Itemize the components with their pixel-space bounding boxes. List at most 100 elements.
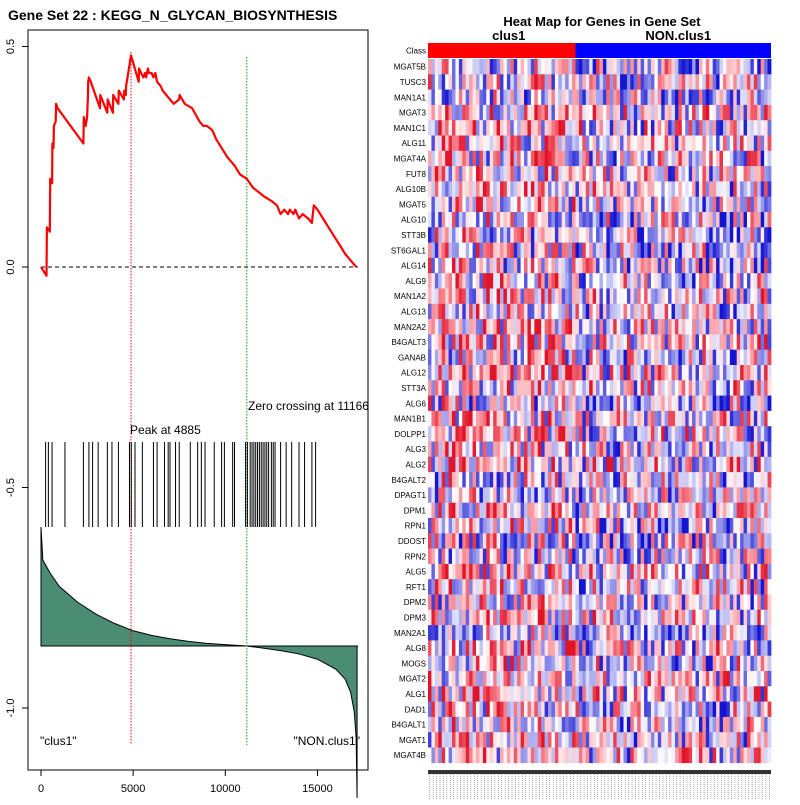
heatmap-cell	[685, 701, 690, 718]
heatmap-cell	[489, 579, 494, 595]
heatmap-cell	[709, 395, 714, 412]
heatmap-cell	[630, 166, 635, 182]
heatmap-cell	[489, 365, 494, 381]
heatmap-cell	[633, 212, 638, 228]
heatmap-cell	[506, 74, 511, 90]
heatmap-cell	[736, 196, 741, 213]
heatmap-cell	[654, 303, 659, 320]
heatmap-cell	[729, 74, 734, 90]
heatmap-cell	[705, 609, 710, 626]
heatmap-cell	[716, 456, 720, 473]
heatmap-cell	[650, 594, 655, 611]
heatmap-cell	[719, 502, 724, 519]
heatmap-cell	[743, 671, 748, 687]
heatmap-cell	[431, 732, 436, 748]
heatmap-cell	[554, 365, 559, 381]
heatmap-cell	[760, 548, 765, 565]
heatmap-cell	[482, 104, 487, 121]
heatmap-cell	[736, 747, 741, 764]
heatmap-cell	[503, 257, 508, 274]
heatmap-cell	[596, 518, 600, 534]
heatmap-cell	[764, 732, 768, 748]
heatmap-cell	[438, 625, 443, 641]
heatmap-cell	[527, 120, 532, 136]
heatmap-cell	[647, 334, 652, 350]
heatmap-cell	[596, 563, 600, 580]
heatmap-cell	[428, 334, 432, 350]
heatmap-cell	[489, 380, 494, 396]
heatmap-cell	[692, 563, 696, 580]
heatmap-cell	[544, 502, 549, 519]
heatmap-cell	[719, 150, 724, 167]
heatmap-cell	[599, 533, 604, 549]
heatmap-cell	[530, 135, 535, 152]
heatmap-cell	[640, 640, 645, 656]
heatmap-cell	[637, 227, 642, 243]
heatmap-cell	[760, 747, 765, 764]
heatmap-cell	[685, 472, 690, 488]
heatmap-cell	[767, 410, 772, 427]
heatmap-cell	[541, 625, 546, 641]
gene-row-label: ALG1	[406, 690, 427, 699]
heatmap-cell	[575, 395, 580, 412]
heatmap-cell	[616, 625, 621, 641]
heatmap-cell	[606, 273, 611, 289]
heatmap-cell	[606, 456, 611, 473]
heatmap-cell	[702, 747, 707, 764]
heatmap-cell	[654, 319, 659, 335]
heatmap-cell	[524, 686, 528, 702]
heatmap-cell	[606, 212, 611, 228]
heatmap-cell	[438, 441, 443, 458]
heatmap-cell	[678, 686, 683, 702]
heatmap-cell	[688, 288, 693, 305]
heatmap-cell	[757, 502, 762, 519]
heatmap-cell	[541, 487, 546, 503]
heatmap-cell	[740, 89, 744, 106]
heatmap-cell	[544, 671, 549, 687]
heatmap-cell	[633, 273, 638, 289]
heatmap-cell	[716, 548, 720, 565]
heatmap-cell	[685, 166, 690, 182]
heatmap-cell	[647, 104, 652, 121]
heatmap-cell	[678, 196, 683, 213]
heatmap-cell	[671, 288, 676, 305]
heatmap-cell	[575, 732, 580, 748]
heatmap-cell	[503, 640, 508, 656]
heatmap-cell	[441, 89, 446, 106]
heatmap-cell	[582, 518, 587, 534]
heatmap-cell	[534, 303, 539, 320]
heatmap-cell	[596, 456, 600, 473]
heatmap-cell	[668, 548, 672, 565]
heatmap-cell	[644, 426, 648, 442]
heatmap-cell	[657, 732, 662, 748]
heatmap-cell	[578, 732, 583, 748]
heatmap-cell	[726, 410, 731, 427]
heatmap-cell	[596, 74, 600, 90]
heatmap-cell	[462, 563, 467, 580]
heatmap-cell	[764, 273, 768, 289]
heatmap-cell	[753, 410, 758, 427]
heatmap-cell	[496, 104, 501, 121]
heatmap-cell	[661, 334, 666, 350]
heatmap-cell	[520, 135, 525, 152]
heatmap-cell	[561, 181, 566, 197]
heatmap-cell	[452, 502, 456, 519]
heatmap-cell	[757, 334, 762, 350]
class-bar-clus1	[428, 43, 576, 58]
heatmap-cell	[746, 89, 751, 106]
heatmap-cell	[554, 487, 559, 503]
heatmap-cell	[551, 686, 556, 702]
heatmap-cell	[767, 59, 772, 75]
heatmap-cell	[736, 135, 741, 152]
heatmap-cell	[712, 74, 717, 90]
heatmap-cell	[537, 487, 542, 503]
heatmap-cell	[578, 135, 583, 152]
heatmap-cell	[578, 273, 583, 289]
heatmap-cell	[441, 441, 446, 458]
heatmap-cell	[486, 732, 491, 748]
heatmap-cell	[668, 166, 672, 182]
heatmap-cell	[524, 395, 528, 412]
heatmap-cell	[496, 625, 501, 641]
heatmap-cell	[760, 319, 765, 335]
heatmap-cell	[695, 288, 700, 305]
